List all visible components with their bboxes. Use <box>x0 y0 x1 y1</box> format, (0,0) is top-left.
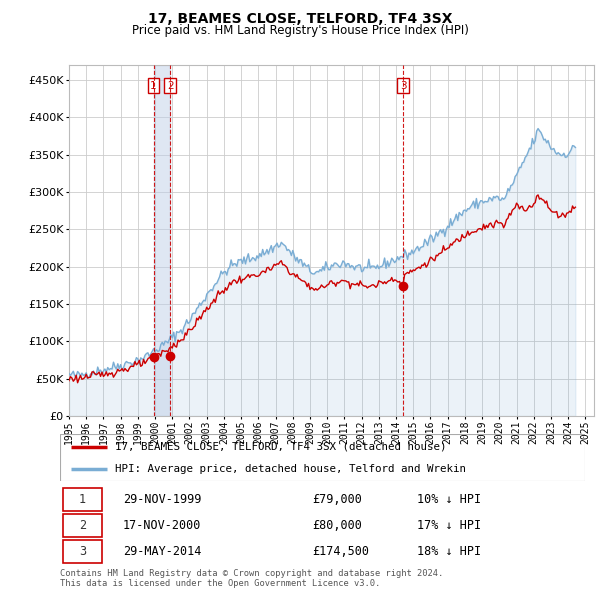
Text: 3: 3 <box>79 545 86 558</box>
Text: 17, BEAMES CLOSE, TELFORD, TF4 3SX: 17, BEAMES CLOSE, TELFORD, TF4 3SX <box>148 12 452 26</box>
Text: 10% ↓ HPI: 10% ↓ HPI <box>417 493 481 506</box>
Text: 17% ↓ HPI: 17% ↓ HPI <box>417 519 481 532</box>
Text: £79,000: £79,000 <box>312 493 362 506</box>
Text: 29-MAY-2014: 29-MAY-2014 <box>123 545 202 558</box>
Text: 17-NOV-2000: 17-NOV-2000 <box>123 519 202 532</box>
Text: 1: 1 <box>79 493 86 506</box>
FancyBboxPatch shape <box>62 514 102 537</box>
Text: £80,000: £80,000 <box>312 519 362 532</box>
Text: 18% ↓ HPI: 18% ↓ HPI <box>417 545 481 558</box>
Text: 2: 2 <box>79 519 86 532</box>
FancyBboxPatch shape <box>62 488 102 511</box>
Text: Contains HM Land Registry data © Crown copyright and database right 2024.: Contains HM Land Registry data © Crown c… <box>60 569 443 578</box>
Text: 17, BEAMES CLOSE, TELFORD, TF4 3SX (detached house): 17, BEAMES CLOSE, TELFORD, TF4 3SX (deta… <box>115 442 446 452</box>
Text: 1: 1 <box>150 81 157 91</box>
Bar <box>154 65 170 416</box>
Text: Price paid vs. HM Land Registry's House Price Index (HPI): Price paid vs. HM Land Registry's House … <box>131 24 469 37</box>
Text: HPI: Average price, detached house, Telford and Wrekin: HPI: Average price, detached house, Telf… <box>115 464 466 474</box>
Text: 29-NOV-1999: 29-NOV-1999 <box>123 493 202 506</box>
Text: £174,500: £174,500 <box>312 545 369 558</box>
Text: This data is licensed under the Open Government Licence v3.0.: This data is licensed under the Open Gov… <box>60 579 380 588</box>
Text: 2: 2 <box>167 81 173 91</box>
FancyBboxPatch shape <box>62 540 102 563</box>
Text: 3: 3 <box>400 81 406 91</box>
